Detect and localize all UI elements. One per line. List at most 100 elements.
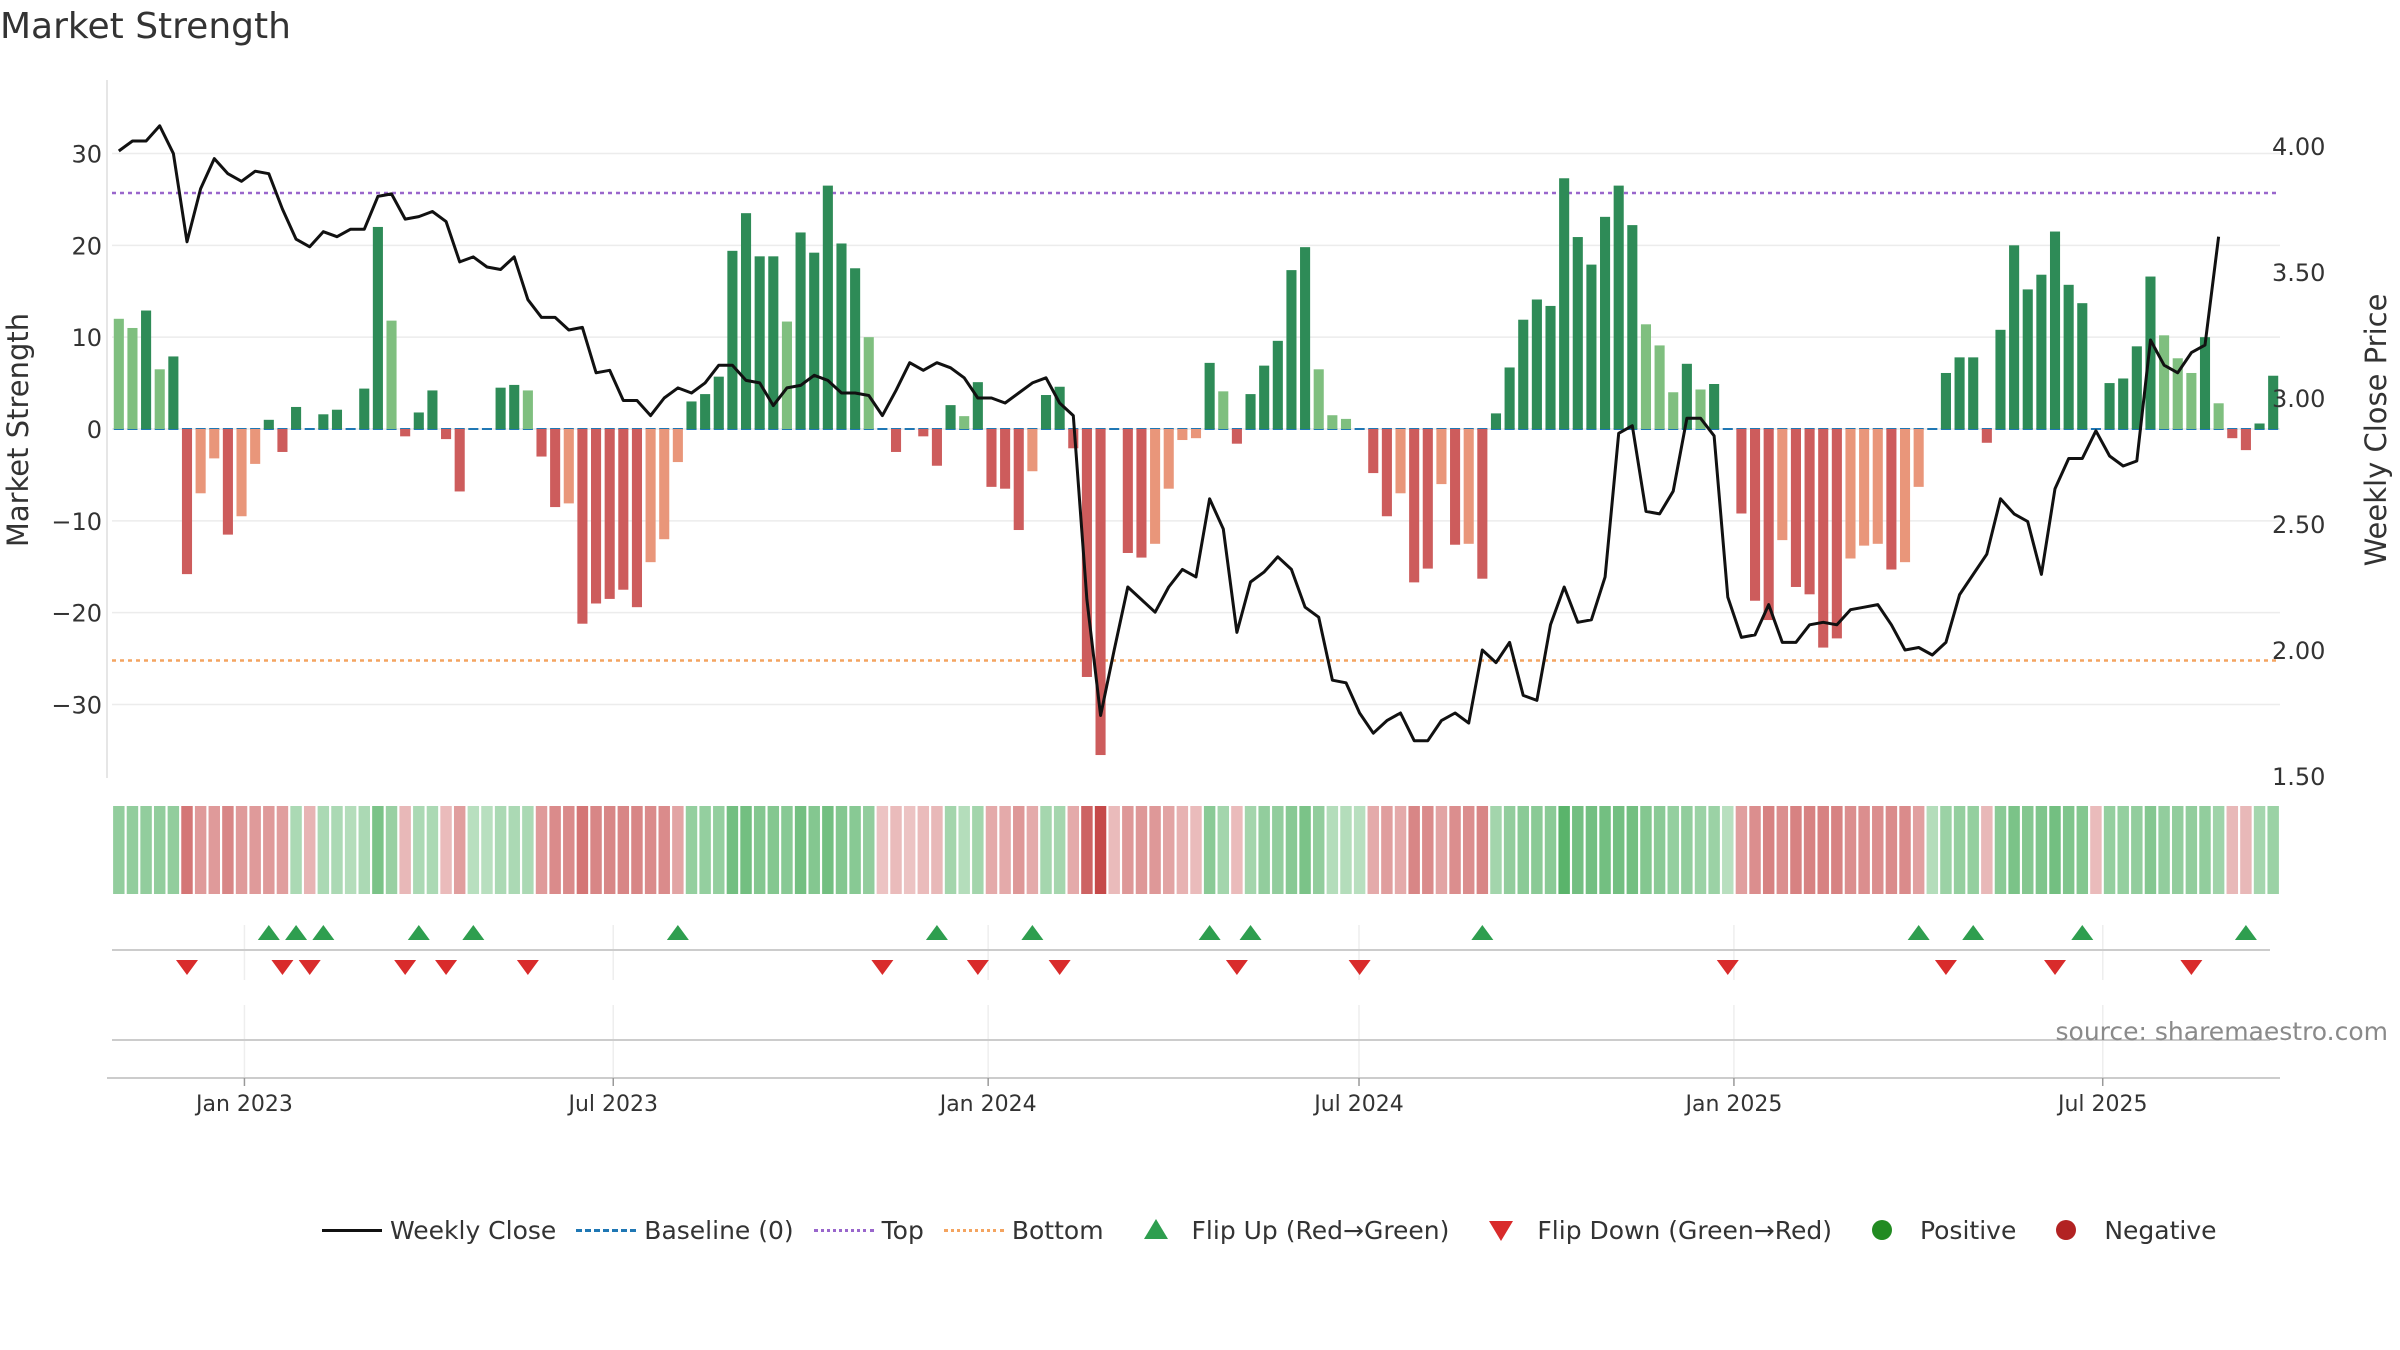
heat-cell (1762, 806, 1775, 894)
strength-bar (1150, 429, 1161, 544)
y2-tick-label: 2.00 (2272, 637, 2325, 665)
flip-up-marker (925, 925, 948, 940)
y2-tick-label: 2.50 (2272, 511, 2325, 539)
price-line-layer (117, 124, 2221, 743)
legend-label: Baseline (0) (644, 1215, 794, 1245)
heat-cell (1694, 806, 1707, 894)
strength-bar (1736, 429, 1747, 514)
strength-bar (1163, 429, 1174, 489)
strength-bar (713, 376, 724, 429)
strength-bar (1831, 429, 1842, 639)
x-tick-label: Jan 2024 (938, 1092, 1037, 1117)
heat-cell (1531, 806, 1543, 894)
strength-bar (236, 429, 247, 517)
strength-bar (1040, 395, 1052, 429)
flip-up-marker (2071, 925, 2094, 940)
heat-cell (1735, 806, 1748, 894)
heat-cell (2062, 806, 2075, 894)
strength-bar (1000, 429, 1011, 489)
strength-bar (1640, 324, 1652, 429)
strength-bar (1068, 429, 1079, 449)
heat-cell (1776, 806, 1789, 894)
strength-bar (1968, 357, 1979, 429)
strength-bar (768, 256, 779, 429)
heat-cell (603, 806, 616, 894)
heat-cell (1299, 806, 1311, 894)
flip-up-marker (285, 925, 308, 940)
strength-bar (1259, 365, 1270, 429)
heat-cell (1885, 806, 1898, 894)
strength-bar (563, 429, 574, 504)
heat-cell (1803, 806, 1816, 894)
strength-bar (754, 256, 765, 429)
heat-cell (563, 806, 575, 894)
heat-cell (590, 806, 602, 894)
heat-cell (1653, 806, 1666, 894)
legend-label: Weekly Close (390, 1215, 557, 1245)
heat-cell (249, 806, 261, 894)
heat-cell (1681, 806, 1693, 894)
flip-up-marker (2234, 925, 2257, 940)
strength-bar (1749, 429, 1761, 601)
strength-bar (1804, 429, 1815, 595)
heat-cell (1312, 806, 1325, 894)
strength-bar (1627, 225, 1638, 429)
strength-bar (372, 226, 383, 429)
strength-bar (1245, 394, 1256, 429)
heat-cell (1217, 806, 1229, 894)
strength-bar (1899, 429, 1911, 563)
strength-bar (427, 390, 438, 429)
strength-bar (1818, 429, 1829, 648)
strength-bar (400, 429, 411, 437)
heat-cell (1449, 806, 1461, 894)
heat-cell (1149, 806, 1161, 894)
flip-down-marker (435, 960, 458, 975)
y-tick-label: 30 (71, 140, 102, 168)
heat-cell (508, 806, 520, 894)
heat-cell (767, 806, 780, 894)
flip-down-marker (271, 960, 294, 975)
strength-bar (1436, 429, 1447, 485)
heat-cell (835, 806, 848, 894)
heat-cell (1108, 806, 1120, 894)
heat-cell (1272, 806, 1284, 894)
flip-up-marker (407, 925, 430, 940)
legend-label: Top (881, 1215, 924, 1245)
heat-cell (113, 806, 125, 894)
heat-cell (1490, 806, 1502, 894)
strength-bar (127, 327, 138, 429)
flip-up-marker (312, 925, 335, 940)
strength-bar (181, 429, 193, 575)
heat-cell (303, 806, 316, 894)
heat-cell (2267, 806, 2279, 894)
heat-cell (931, 806, 943, 894)
strength-bar (318, 414, 329, 429)
strength-bar (1218, 391, 1229, 429)
legend-label: Bottom (1011, 1215, 1104, 1245)
heat-cell (467, 806, 480, 894)
heat-cell (631, 806, 643, 894)
strength-bar (1600, 216, 1611, 429)
strength-bar (1613, 185, 1624, 429)
strength-bar (1450, 429, 1461, 545)
strength-bar (454, 429, 465, 492)
x-tick-label: Jan 2025 (1683, 1092, 1782, 1117)
y2-tick-label: 4.00 (2272, 133, 2325, 161)
strength-bar (1954, 357, 1965, 429)
heat-cell (1940, 806, 1952, 894)
strength-bar (1122, 429, 1133, 553)
heat-cell (140, 806, 152, 894)
strength-bar (700, 394, 711, 429)
strength-bar (1586, 264, 1597, 429)
strength-bar (1368, 429, 1379, 474)
heat-cell (958, 806, 970, 894)
strength-bar (2118, 378, 2129, 429)
heat-cell (2185, 806, 2198, 894)
legend-label: Flip Up (Red→Green) (1191, 1215, 1450, 1245)
heat-cell (2144, 806, 2157, 894)
strength-bar (591, 429, 602, 604)
heat-cell (1953, 806, 1966, 894)
heat-cell (713, 806, 725, 894)
strength-bar (740, 213, 752, 429)
heat-cell (1899, 806, 1911, 894)
